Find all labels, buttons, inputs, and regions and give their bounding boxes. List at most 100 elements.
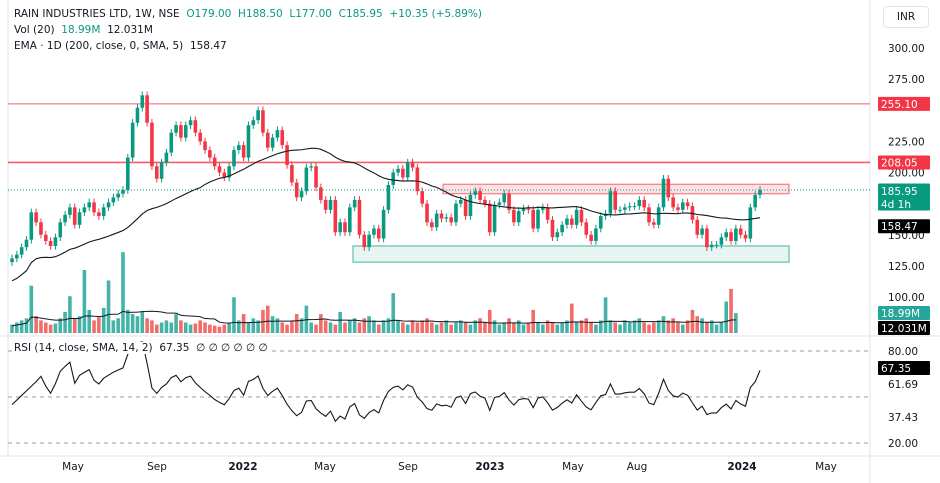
volume-legend[interactable]: Vol (20) 18.99M 12.031M [14, 24, 153, 36]
volume-bar [232, 297, 236, 333]
candle [516, 207, 521, 227]
candle-body [434, 213, 439, 228]
candle-body [241, 145, 246, 158]
candle-body [454, 203, 458, 223]
candle-body [130, 122, 135, 158]
candle-body [502, 193, 507, 203]
candle-body [72, 207, 77, 225]
candle [661, 174, 666, 212]
volume-bar [695, 316, 700, 333]
level-badge-bg [878, 155, 930, 170]
candle [82, 203, 87, 217]
volume-bar [53, 323, 58, 333]
volume-bar [483, 322, 487, 333]
candle [425, 199, 429, 227]
candle [29, 208, 34, 244]
candle-body [174, 125, 178, 133]
candle-body [154, 166, 159, 179]
candle-body [560, 224, 564, 233]
candle-body [357, 199, 362, 235]
candle-body [526, 208, 531, 210]
volume-bar [497, 324, 502, 333]
candle [705, 224, 709, 251]
candle [58, 218, 63, 241]
volume-bar [516, 320, 521, 333]
time-axis-label: May [815, 461, 837, 473]
candle-body [246, 125, 251, 158]
candle [15, 250, 19, 263]
time-axis-label: 2022 [228, 461, 257, 473]
volume-bar [705, 322, 709, 333]
candle [680, 198, 685, 214]
time-axis-label: Sep [398, 461, 418, 473]
volume-bar [415, 322, 420, 333]
volume-bar [579, 320, 584, 333]
volume-bar [319, 314, 323, 333]
candle-body [159, 162, 164, 179]
candle-body [685, 202, 690, 207]
volume-bar [487, 309, 492, 333]
rsi-legend[interactable]: RSI (14, close, SMA, 14, 2) 67.35 ∅ ∅ ∅ … [14, 342, 268, 354]
volume-bar [512, 322, 516, 333]
volume-bar [714, 324, 719, 333]
candle-body [376, 228, 381, 239]
candle [396, 165, 400, 177]
candle-body [169, 132, 174, 153]
candle-body [299, 191, 304, 198]
ema-value: 158.47 [189, 40, 227, 52]
volume-bar [106, 280, 111, 333]
candle [106, 198, 111, 212]
candle [724, 228, 729, 241]
volume-bar [188, 324, 193, 333]
candle [159, 158, 164, 183]
currency-button[interactable]: INR [883, 6, 929, 28]
candle [372, 224, 376, 239]
candle [483, 196, 487, 208]
candle-body [497, 202, 502, 205]
candle [410, 158, 415, 172]
volume-badge: 18.99M [881, 308, 920, 320]
volume-bar [656, 320, 661, 333]
candle [391, 168, 396, 189]
candle-body [531, 209, 535, 229]
candle [193, 116, 198, 137]
candle-body [198, 132, 203, 142]
candle [328, 196, 333, 214]
candle [265, 128, 270, 152]
candle-body [637, 199, 642, 207]
candle-body [290, 165, 294, 183]
volume-bar [454, 322, 458, 333]
candle-body [512, 209, 516, 223]
candle-body [758, 189, 762, 195]
ema-label: EMA · 1D (200, close, 0, SMA, 5) [14, 40, 184, 52]
candle-body [652, 222, 656, 225]
candle-body [227, 166, 231, 178]
volume-bar [208, 324, 212, 333]
volume-bar [270, 316, 275, 333]
candle [589, 231, 593, 245]
candle [656, 203, 661, 229]
candle-body [425, 203, 429, 223]
volume-bar [126, 309, 130, 333]
candle-body [666, 178, 671, 198]
volume-bar [39, 320, 43, 333]
volume-bar [676, 322, 680, 333]
candle-body [401, 168, 405, 178]
candle [415, 163, 420, 195]
candle [642, 196, 646, 212]
ema-legend[interactable]: EMA · 1D (200, close, 0, SMA, 5) 158.47 [14, 40, 227, 52]
candle-body [492, 204, 497, 233]
candle-body [473, 191, 478, 195]
candle-body [343, 222, 347, 233]
volume-bar [323, 320, 328, 333]
candle-body [449, 217, 453, 223]
candle-body [430, 222, 434, 228]
volume-bar [203, 322, 207, 333]
candle-body [618, 209, 622, 211]
candle [608, 187, 613, 218]
candle [198, 128, 203, 146]
candle-body [106, 202, 111, 208]
volume-bar [594, 324, 598, 333]
